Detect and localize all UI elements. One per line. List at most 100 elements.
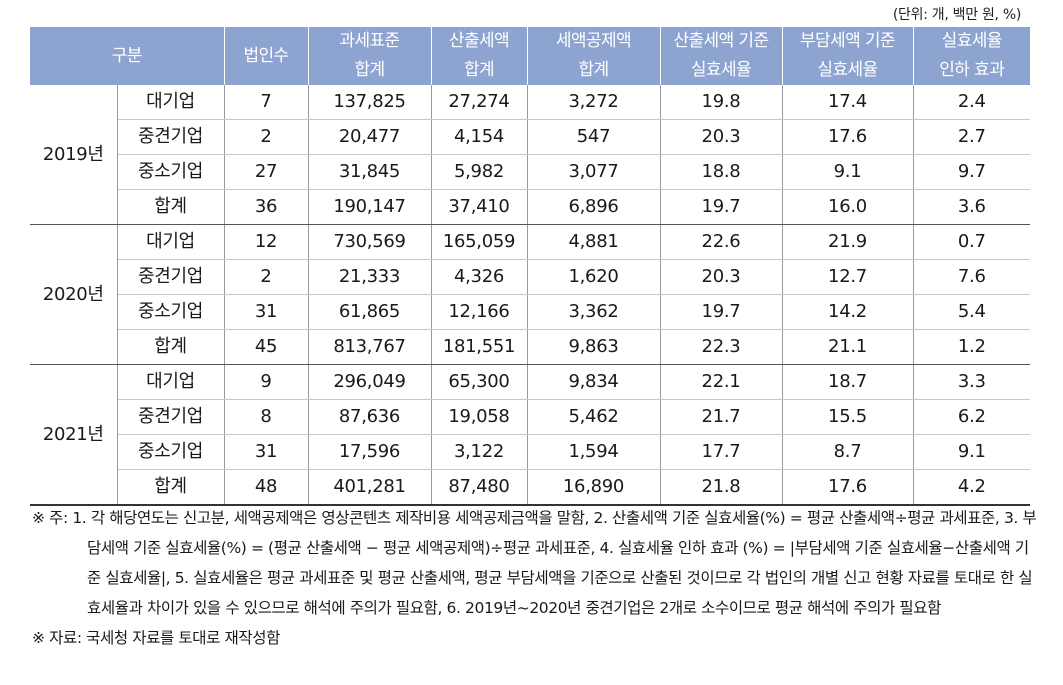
header-count: 법인수	[223, 27, 309, 85]
cell-eff-burden: 16.0	[781, 189, 914, 225]
header-eff-calc: 산출세액 기준 실효세율	[659, 27, 783, 85]
cell-tax-base: 137,825	[307, 85, 432, 120]
table-row: 2020년 대기업 12 730,569 165,059 4,881 22.6 21.9 0.7	[30, 224, 1030, 365]
cell-effect: 5.4	[912, 294, 1030, 330]
cell-count: 12	[223, 224, 309, 260]
cell-eff-calc: 20.3	[659, 259, 783, 295]
cell-effect: 7.6	[912, 259, 1030, 295]
cell-eff-calc: 21.7	[659, 399, 783, 435]
cell-effect: 6.2	[912, 399, 1030, 435]
cell-calc-tax: 65,300	[430, 364, 528, 400]
cell-calc-tax: 4,154	[430, 119, 528, 155]
cell-eff-burden: 12.7	[781, 259, 914, 295]
table-body: 2019년 대기업 7 137,825 27,274 3,272 19.8 17.4 2.4 중견…	[30, 85, 1030, 506]
cell-effect: 3.3	[912, 364, 1030, 400]
cell-credit: 3,272	[526, 85, 661, 120]
cell-count: 31	[223, 294, 309, 330]
cell-type: 합계	[117, 469, 225, 506]
cell-tax-base: 296,049	[307, 364, 432, 400]
cell-calc-tax: 19,058	[430, 399, 528, 435]
cell-credit: 3,077	[526, 154, 661, 190]
footnotes: ※ 주: 1. 각 해당연도는 신고분, 세액공제액은 영상콘텐츠 제작비용 세…	[32, 503, 1042, 653]
cell-eff-calc: 22.1	[659, 364, 783, 400]
year-cell: 2019년	[30, 85, 118, 225]
cell-eff-calc: 21.8	[659, 469, 783, 506]
cell-calc-tax: 27,274	[430, 85, 528, 120]
cell-eff-calc: 19.8	[659, 85, 783, 120]
cell-tax-base: 401,281	[307, 469, 432, 506]
cell-type: 중견기업	[117, 399, 225, 435]
cell-credit: 5,462	[526, 399, 661, 435]
cell-calc-tax: 37,410	[430, 189, 528, 225]
cell-eff-calc: 19.7	[659, 294, 783, 330]
cell-type: 중견기업	[117, 119, 225, 155]
cell-tax-base: 730,569	[307, 224, 432, 260]
cell-effect: 1.2	[912, 329, 1030, 365]
cell-credit: 4,881	[526, 224, 661, 260]
table-row: 중소기업 31 17,596 3,122 1,594 17.7 8.7 9.1	[30, 434, 1030, 470]
cell-count: 8	[223, 399, 309, 435]
cell-calc-tax: 5,982	[430, 154, 528, 190]
cell-count: 36	[223, 189, 309, 225]
cell-count: 48	[223, 469, 309, 506]
unit-note: (단위: 개, 백만 원, %)	[892, 7, 1021, 23]
cell-effect: 9.7	[912, 154, 1030, 190]
cell-eff-calc: 18.8	[659, 154, 783, 190]
year-cell: 2021년	[30, 364, 118, 506]
header-eff-burden: 부담세액 기준 실효세율	[781, 27, 914, 85]
cell-effect: 4.2	[912, 469, 1030, 506]
cell-credit: 16,890	[526, 469, 661, 506]
cell-eff-burden: 21.9	[781, 224, 914, 260]
cell-eff-burden: 21.1	[781, 329, 914, 365]
cell-credit: 6,896	[526, 189, 661, 225]
table-row: 2019년 대기업 7 137,825 27,274 3,272 19.8 17.4 2.4	[30, 85, 1030, 225]
table-row: 중소기업 31 61,865 12,166 3,362 19.7 14.2 5.4	[30, 294, 1030, 330]
header-credit: 세액공제액 합계	[526, 27, 661, 85]
cell-eff-calc: 17.7	[659, 434, 783, 470]
cell-count: 2	[223, 119, 309, 155]
cell-type: 중소기업	[117, 154, 225, 190]
cell-eff-burden: 17.6	[781, 469, 914, 506]
cell-credit: 3,362	[526, 294, 661, 330]
table-row: 합계 48 401,281 87,480 16,890 21.8 17.6 4.2	[30, 469, 1030, 506]
cell-eff-burden: 17.6	[781, 119, 914, 155]
cell-tax-base: 21,333	[307, 259, 432, 295]
cell-type: 중소기업	[117, 294, 225, 330]
cell-eff-calc: 22.6	[659, 224, 783, 260]
table-row: 중견기업 8 87,636 19,058 5,462 21.7 15.5 6.2	[30, 399, 1030, 435]
cell-eff-burden: 17.4	[781, 85, 914, 120]
tax-rate-table: 구분 법인수 과세표준 합계 산출세액 합계 세액공제액 합계 산출세액 기준 실효세율…	[30, 27, 1030, 506]
cell-type: 대기업	[116, 364, 225, 400]
table-row: 2021년 대기업 9 296,049 65,300 9,834 22.1 18.7 3.3	[30, 364, 1030, 506]
cell-type: 대기업	[116, 224, 225, 260]
cell-type: 합계	[117, 189, 225, 225]
cell-calc-tax: 165,059	[430, 224, 528, 260]
cell-effect: 3.6	[912, 189, 1030, 225]
cell-eff-calc: 19.7	[659, 189, 783, 225]
table-row: 합계 45 813,767 181,551 9,863 22.3 21.1 1.2	[30, 329, 1030, 365]
cell-eff-burden: 14.2	[781, 294, 914, 330]
cell-effect: 2.7	[912, 119, 1030, 155]
cell-eff-burden: 9.1	[781, 154, 914, 190]
cell-tax-base: 87,636	[307, 399, 432, 435]
note-definitions: ※ 주: 1. 각 해당연도는 신고분, 세액공제액은 영상콘텐츠 제작비용 세…	[32, 509, 1037, 617]
header-calc-tax: 산출세액 합계	[430, 27, 528, 85]
cell-eff-calc: 22.3	[659, 329, 783, 365]
cell-type: 합계	[117, 329, 225, 365]
cell-tax-base: 813,767	[307, 329, 432, 365]
header-category: 구분	[30, 27, 225, 85]
cell-credit: 1,620	[526, 259, 661, 295]
table-header: 구분 법인수 과세표준 합계 산출세액 합계 세액공제액 합계 산출세액 기준 실효세율…	[30, 27, 1030, 85]
cell-calc-tax: 12,166	[430, 294, 528, 330]
cell-calc-tax: 181,551	[430, 329, 528, 365]
header-tax-base: 과세표준 합계	[307, 27, 432, 85]
cell-eff-burden: 8.7	[781, 434, 914, 470]
table-row: 합계 36 190,147 37,410 6,896 19.7 16.0 3.6	[30, 189, 1030, 225]
cell-type: 대기업	[116, 85, 225, 120]
cell-count: 9	[223, 364, 309, 400]
cell-count: 27	[223, 154, 309, 190]
cell-tax-base: 17,596	[307, 434, 432, 470]
cell-tax-base: 20,477	[307, 119, 432, 155]
cell-count: 2	[223, 259, 309, 295]
